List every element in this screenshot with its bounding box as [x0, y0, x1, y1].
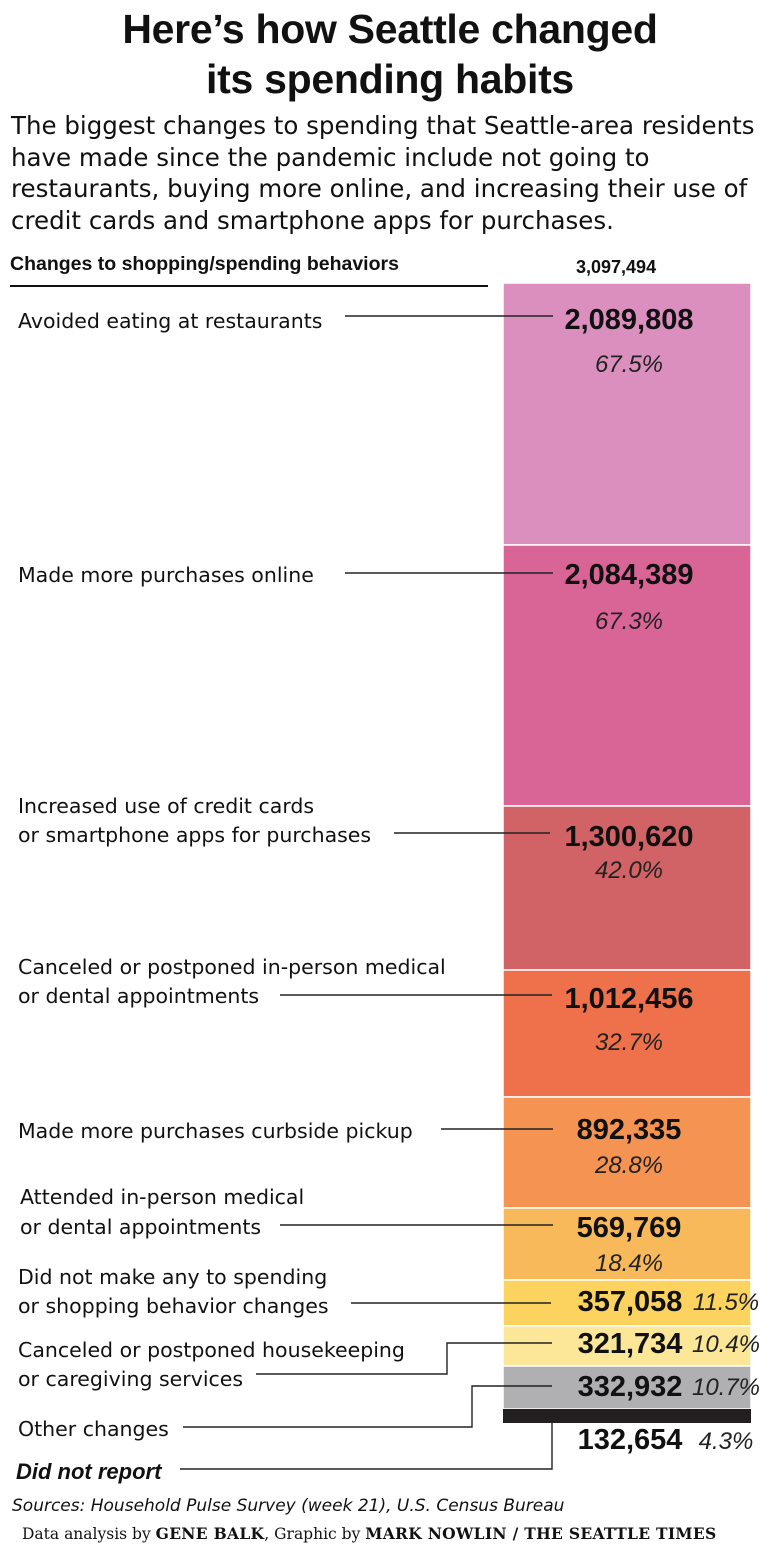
- sources: Sources: Household Pulse Survey (week 21…: [12, 1496, 565, 1516]
- leader-line-8: [256, 1342, 552, 1375]
- page-title: Here’s how Seattle changed its spending …: [0, 4, 780, 104]
- category-label-6-line-1: Attended in-person medical: [20, 1185, 304, 1209]
- credit-analysis-prefix: Data analysis by: [22, 1525, 156, 1543]
- category-label-8-line-1: Canceled or postponed housekeeping: [18, 1338, 405, 1362]
- percent-label-3: 42.0%: [595, 857, 663, 884]
- category-label-5-line-1: Made more purchases curbside pickup: [18, 1119, 413, 1143]
- segment-10: [503, 1409, 751, 1423]
- header-rule: [10, 285, 488, 287]
- value-label-10: 132,654: [578, 1424, 683, 1456]
- value-label-3: 1,300,620: [564, 821, 693, 853]
- subtitle: The biggest changes to spending that Sea…: [11, 111, 755, 235]
- segment-2: [502, 544, 752, 807]
- leader-line-10: [180, 1421, 553, 1470]
- title-line-2: its spending habits: [206, 56, 574, 102]
- title-line-1: Here’s how Seattle changed: [122, 6, 658, 52]
- credit-analyst: GENE BALK: [155, 1524, 265, 1543]
- category-label-6-line-2: or dental appointments: [20, 1215, 261, 1239]
- segment-8: [502, 1325, 752, 1367]
- value-label-2: 2,084,389: [564, 559, 693, 591]
- percent-label-8: 10.4%: [692, 1331, 760, 1358]
- category-label-3-line-2: or smartphone apps for purchases: [18, 823, 371, 847]
- percent-label-10: 4.3%: [699, 1428, 754, 1455]
- segment-6: [502, 1207, 752, 1281]
- value-label-9: 332,932: [578, 1371, 683, 1403]
- segment-5: [502, 1096, 752, 1209]
- category-label-9-line-1: Other changes: [18, 1417, 169, 1441]
- category-label-1-line-1: Avoided eating at restaurants: [18, 309, 322, 333]
- value-label-8: 321,734: [578, 1328, 683, 1360]
- category-label-10-line-1: Did not report: [16, 1459, 163, 1484]
- leader-line-9: [183, 1385, 552, 1428]
- credit-graphic-prefix: , Graphic by: [264, 1525, 366, 1543]
- category-label-4-line-1: Canceled or postponed in-person medical: [18, 955, 446, 979]
- category-label-7-line-2: or shopping behavior changes: [18, 1294, 329, 1318]
- segment-4: [502, 969, 752, 1098]
- category-label-8-line-2: or caregiving services: [18, 1367, 243, 1391]
- category-label-7-line-1: Did not make any to spending: [18, 1265, 327, 1289]
- total-label: 3,097,494: [576, 257, 657, 277]
- credit-artist: MARK NOWLIN / THE SEATTLE TIMES: [365, 1524, 717, 1543]
- segment-1: [502, 282, 752, 546]
- percent-label-7: 11.5%: [693, 1289, 759, 1316]
- value-label-1: 2,089,808: [564, 304, 693, 336]
- percent-label-2: 67.3%: [595, 608, 663, 635]
- percent-label-5: 28.8%: [594, 1152, 663, 1179]
- category-label-2-line-1: Made more purchases online: [18, 563, 314, 587]
- category-label-4-line-2: or dental appointments: [18, 984, 259, 1008]
- percent-label-1: 67.5%: [595, 351, 663, 378]
- value-label-4: 1,012,456: [564, 983, 693, 1015]
- credit-line: Data analysis by GENE BALK, Graphic by M…: [22, 1524, 717, 1543]
- value-label-6: 569,769: [577, 1212, 682, 1244]
- value-label-7: 357,058: [578, 1286, 683, 1318]
- value-label-5: 892,335: [577, 1114, 682, 1146]
- percent-label-9: 10.7%: [692, 1374, 760, 1401]
- segment-9: [502, 1365, 752, 1410]
- category-label-3-line-1: Increased use of credit cards: [18, 794, 314, 818]
- chart-header-label: Changes to shopping/spending behaviors: [10, 253, 399, 275]
- percent-label-4: 32.7%: [595, 1029, 663, 1056]
- percent-label-6: 18.4%: [595, 1250, 663, 1277]
